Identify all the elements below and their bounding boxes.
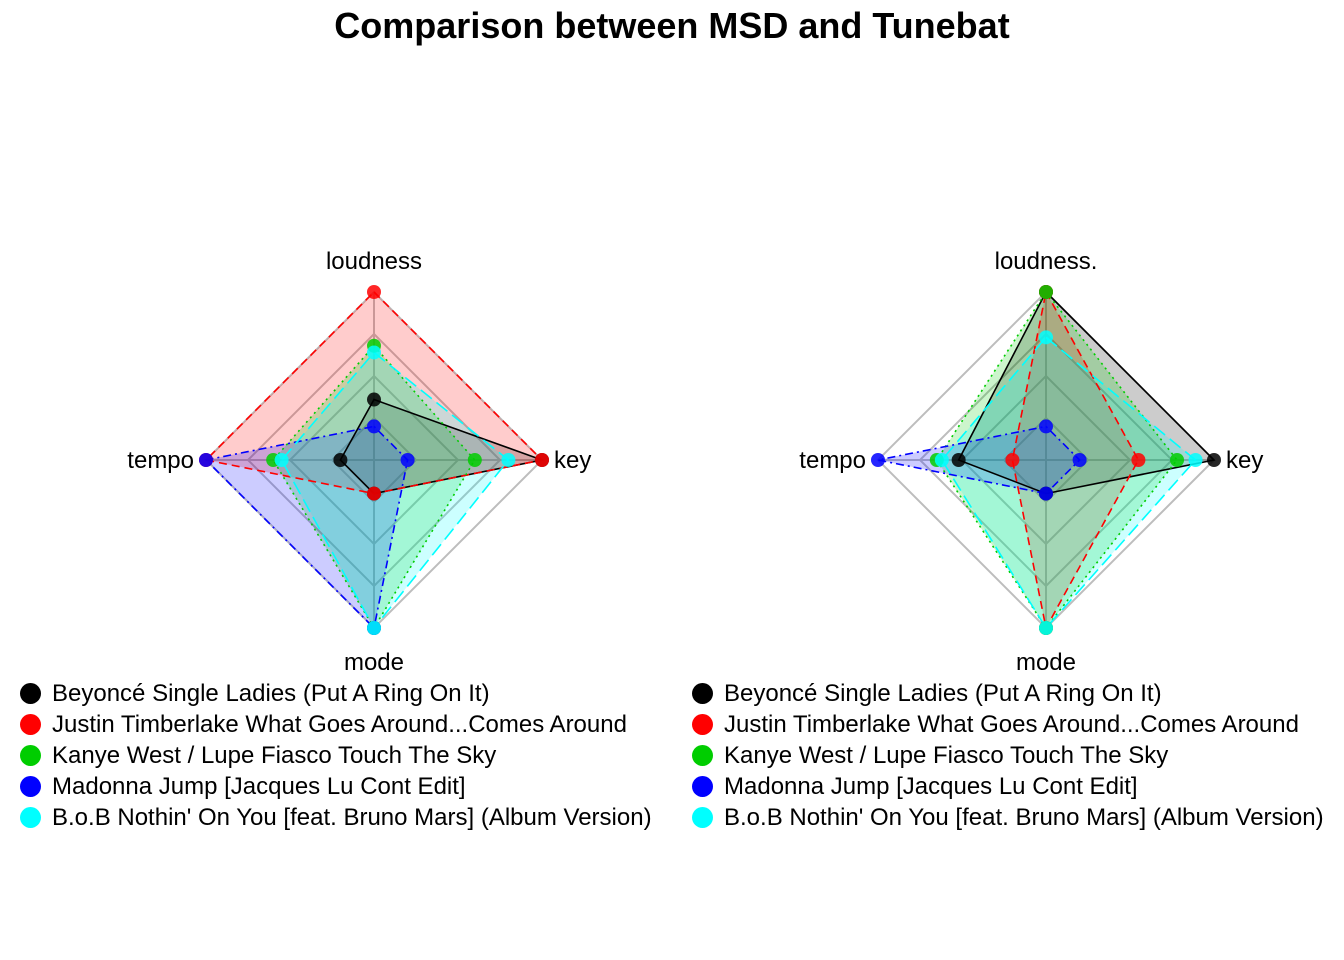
axis-label: mode: [1016, 649, 1076, 676]
legend-msd: Beyoncé Single Ladies (Put A Ring On It)…: [0, 678, 672, 833]
series-area-3: [878, 426, 1080, 494]
legend-item: Kanye West / Lupe Fiasco Touch The Sky: [672, 740, 1344, 771]
legend-label: B.o.B Nothin' On You [feat. Bruno Mars] …: [724, 804, 1324, 831]
legend-marker: [692, 745, 713, 766]
legend-tunebat: Beyoncé Single Ladies (Put A Ring On It)…: [672, 678, 1344, 833]
legend-item: Beyoncé Single Ladies (Put A Ring On It): [0, 678, 672, 709]
series-point-2-1: [467, 453, 482, 467]
series-point-4-1: [1188, 453, 1203, 467]
legend-marker: [692, 714, 713, 735]
legend-item: B.o.B Nothin' On You [feat. Bruno Mars] …: [672, 802, 1344, 833]
series-point-3-2: [1039, 486, 1053, 501]
series-point-1-0: [367, 285, 381, 299]
legend-label: Justin Timberlake What Goes Around...Com…: [724, 711, 1299, 738]
legend-marker: [692, 776, 713, 797]
radar-chart-msd: loudness key mode tempo: [127, 248, 591, 676]
legend-marker: [20, 776, 41, 797]
series-point-4-0: [1039, 330, 1053, 345]
series-point-3-0: [1039, 419, 1053, 434]
axis-label: mode: [344, 649, 404, 676]
legend-label: B.o.B Nothin' On You [feat. Bruno Mars] …: [52, 804, 652, 831]
legend-item: Madonna Jump [Jacques Lu Cont Edit]: [672, 771, 1344, 802]
axis-label: tempo: [127, 447, 194, 474]
series-point-1-1: [535, 453, 549, 467]
axis-label: loudness: [326, 248, 422, 275]
series-point-2-1: [1170, 453, 1185, 467]
radar-chart-tunebat: loudness. key mode tempo: [799, 248, 1263, 676]
series-point-4-2: [1039, 621, 1053, 635]
series-point-4-3: [274, 453, 289, 467]
series-area-0: [340, 399, 542, 494]
series-area-2: [936, 292, 1178, 628]
legend-item: Justin Timberlake What Goes Around...Com…: [672, 709, 1344, 740]
series-point-4-0: [367, 345, 381, 360]
legend-label: Madonna Jump [Jacques Lu Cont Edit]: [52, 773, 466, 800]
series-line-4: [940, 336, 1197, 630]
series-point-0-3: [951, 453, 966, 467]
legend-item: B.o.B Nothin' On You [feat. Bruno Mars] …: [0, 802, 672, 833]
legend-label: Kanye West / Lupe Fiasco Touch The Sky: [52, 742, 497, 769]
series-point-1-3: [1005, 453, 1020, 467]
series-point-1-2: [367, 486, 381, 501]
series-point-3-1: [1072, 453, 1087, 467]
series-point-3-3: [199, 453, 213, 467]
legend-marker: [20, 745, 41, 766]
legend-item: Kanye West / Lupe Fiasco Touch The Sky: [0, 740, 672, 771]
legend-label: Madonna Jump [Jacques Lu Cont Edit]: [724, 773, 1138, 800]
legend-marker: [20, 714, 41, 735]
legend-label: Beyoncé Single Ladies (Put A Ring On It): [52, 680, 490, 707]
legend-label: Justin Timberlake What Goes Around...Com…: [52, 711, 627, 738]
axis-label: loudness.: [995, 248, 1098, 275]
axis-label: key: [554, 447, 591, 474]
legend-item: Justin Timberlake What Goes Around...Com…: [0, 709, 672, 740]
legend-item: Beyoncé Single Ladies (Put A Ring On It): [672, 678, 1344, 709]
series-points: [871, 285, 1221, 635]
legend-marker: [20, 683, 41, 704]
series-point-4-1: [501, 453, 516, 467]
series-line-3: [877, 425, 1081, 495]
series-point-3-3: [871, 453, 885, 467]
legend-marker: [692, 683, 713, 704]
series-line-3: [204, 425, 409, 630]
series-area-4: [281, 352, 509, 628]
series-point-4-2: [367, 621, 381, 635]
legend-label: Beyoncé Single Ladies (Put A Ring On It): [724, 680, 1162, 707]
series-area-4: [941, 337, 1196, 628]
series-point-2-0: [1039, 285, 1053, 299]
legend-marker: [20, 807, 41, 828]
axis-label: tempo: [799, 447, 866, 474]
legend-marker: [692, 807, 713, 828]
series-area-0: [958, 292, 1214, 494]
series-point-3-0: [367, 419, 381, 434]
chart-title: Comparison between MSD and Tunebat: [334, 5, 1010, 46]
legend-item: Madonna Jump [Jacques Lu Cont Edit]: [0, 771, 672, 802]
legend-label: Kanye West / Lupe Fiasco Touch The Sky: [724, 742, 1169, 769]
series-point-4-3: [934, 453, 949, 467]
series-points: [199, 285, 549, 635]
series-point-0-0: [367, 392, 381, 407]
series-point-0-3: [333, 453, 348, 467]
axis-label: key: [1226, 447, 1263, 474]
series-point-3-1: [400, 453, 415, 467]
series-point-1-1: [1131, 453, 1146, 467]
series-point-0-1: [1207, 453, 1221, 467]
